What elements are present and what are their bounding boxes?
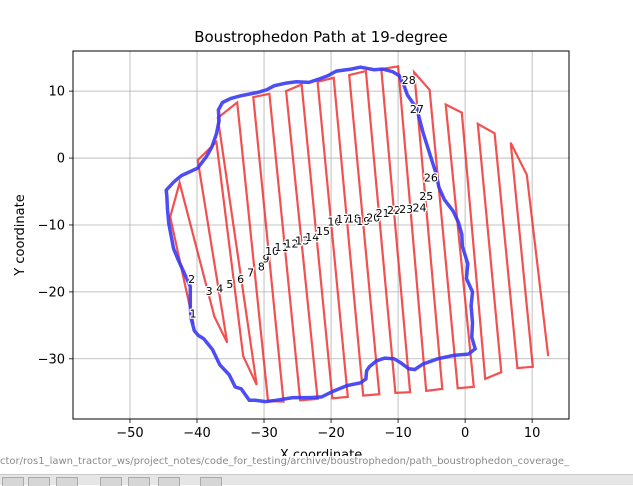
- x-tick-label: 0: [461, 426, 469, 441]
- x-tick-label: −10: [384, 426, 411, 441]
- waypoint-label: 15: [316, 225, 330, 238]
- waypoint-label: 17: [336, 213, 350, 226]
- waypoint-label: 16: [327, 216, 341, 229]
- waypoint-label: 26: [424, 171, 438, 184]
- waypoint-label: 1: [189, 307, 196, 320]
- x-axis-ticks: −50 −40 −30 −20 −10 0 10: [116, 419, 540, 441]
- x-tick-label: −40: [183, 426, 210, 441]
- axes-frame: [72, 50, 570, 420]
- waypoint-label: 11: [274, 241, 288, 254]
- waypoint-label: 2: [188, 273, 195, 286]
- waypoint-label: 20: [366, 212, 380, 225]
- pan-button[interactable]: [100, 477, 122, 486]
- waypoint-label: 19: [356, 215, 370, 228]
- y-tick-label: −30: [38, 352, 65, 367]
- waypoint-label: 7: [247, 266, 254, 279]
- waypoint-label: 22: [387, 204, 401, 217]
- x-tick-label: −30: [250, 426, 277, 441]
- y-tick-label: −10: [38, 218, 65, 233]
- save-button[interactable]: [200, 477, 222, 486]
- y-axis-label: Y coordinate: [13, 194, 28, 276]
- zoom-button[interactable]: [128, 477, 150, 486]
- waypoint-label: 23: [399, 203, 413, 216]
- x-tick-label: 10: [524, 426, 541, 441]
- waypoint-label: 5: [226, 278, 233, 291]
- waypoint-label: 10: [265, 245, 279, 258]
- home-button[interactable]: [2, 477, 24, 486]
- waypoint-label: 25: [419, 190, 433, 203]
- chart-title: Boustrophedon Path at 19-degree: [194, 28, 448, 46]
- waypoint-label: 27: [410, 103, 424, 116]
- waypoint-label: 9: [263, 252, 270, 265]
- waypoint-label: 24: [413, 202, 427, 215]
- y-axis-ticks: −30 −20 −10 0 10: [38, 85, 73, 367]
- back-button[interactable]: [28, 477, 50, 486]
- x-tick-label: −20: [317, 426, 344, 441]
- file-path-text: ctor/ros1_lawn_tractor_ws/project_notes/…: [0, 456, 570, 467]
- plot-area: [164, 65, 550, 404]
- waypoint-label: 8: [258, 260, 265, 273]
- boundary-outline: [164, 65, 478, 404]
- waypoint-label: 4: [216, 283, 223, 296]
- waypoint-label: 18: [347, 212, 361, 225]
- y-tick-label: 0: [57, 152, 65, 167]
- y-tick-label: −20: [38, 285, 65, 300]
- waypoint-label: 14: [305, 231, 319, 244]
- waypoint-label: 21: [376, 207, 390, 220]
- waypoint-label: 28: [402, 74, 416, 87]
- forward-button[interactable]: [56, 477, 78, 486]
- waypoint-label: 6: [237, 273, 244, 286]
- waypoint-label: 3: [206, 285, 213, 298]
- toolbar: [0, 474, 633, 486]
- coverage-path: [169, 65, 550, 403]
- y-tick-label: 10: [48, 85, 65, 100]
- configure-button[interactable]: [158, 477, 180, 486]
- waypoint-label: 13: [295, 234, 309, 247]
- x-axis-label: X coordinate: [280, 448, 362, 456]
- waypoint-label: 12: [285, 238, 299, 251]
- x-tick-label: −50: [116, 426, 143, 441]
